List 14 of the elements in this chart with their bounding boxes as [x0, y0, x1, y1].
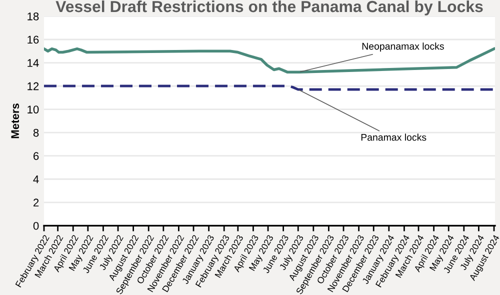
y-tick-label: 18: [28, 12, 39, 20]
y-tick-label: 16: [28, 36, 39, 44]
text: Panamax locks: [361, 134, 426, 141]
y-tick-label: 12: [28, 82, 39, 90]
y-tick-label: 2: [34, 198, 39, 206]
y-tick-label: 8: [33, 128, 39, 137]
y-tick-label: 0: [33, 222, 39, 230]
y-tick-label: 14: [28, 59, 39, 67]
y-tick-label: 6: [34, 152, 39, 160]
chart-title: Vessel Draft Restrictions on the Panama Canal by Locks: [56, 0, 483, 16]
y-tick-label: 10: [28, 106, 39, 114]
series-label: Neopanamax locks: [362, 42, 444, 52]
y-tick-label: 4: [33, 176, 39, 184]
y-axis-title: Meters: [11, 103, 20, 138]
